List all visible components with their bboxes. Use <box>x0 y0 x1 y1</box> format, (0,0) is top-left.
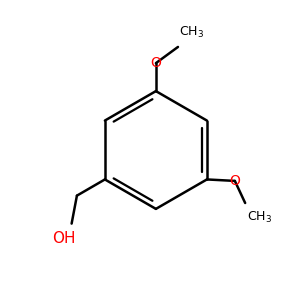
Text: O: O <box>151 56 161 70</box>
Text: OH: OH <box>52 231 76 246</box>
Text: CH$_3$: CH$_3$ <box>179 25 205 40</box>
Text: O: O <box>230 174 240 188</box>
Text: CH$_3$: CH$_3$ <box>247 210 272 226</box>
